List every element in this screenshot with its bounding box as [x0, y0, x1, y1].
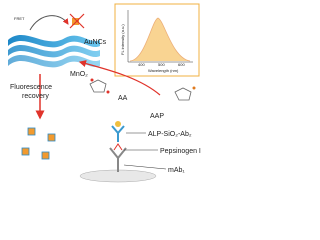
aap-molecule: [174, 86, 196, 101]
x-label: Wavelength (nm): [148, 68, 179, 73]
alp-label: ALP-SiO₂-Ab₂: [148, 131, 192, 138]
aa-molecule: [89, 78, 110, 94]
page: FRET AuNCs MnO₂ 400 500 600 Wavelength (…: [8, 3, 201, 183]
aa-arrow: [78, 60, 161, 96]
released-aunc: [21, 127, 56, 160]
diagram: FRET AuNCs MnO₂ 400 500 600 Wavelength (…: [8, 3, 201, 183]
fret-label: FRET: [14, 16, 25, 21]
aunc-cluster: [69, 13, 85, 29]
x-tick: 500: [158, 62, 165, 67]
fret-arrow: [29, 15, 69, 31]
y-label: FL intensity (a.u.): [120, 24, 125, 55]
pepsinogen-label: Pepsinogen I: [160, 148, 201, 155]
x-tick: 400: [138, 62, 145, 67]
mab-label: mAb₁: [168, 167, 185, 174]
aa-label: AA: [118, 95, 128, 102]
pointer: [123, 164, 167, 170]
inset-chart: 400 500 600 Wavelength (nm) FL intensity…: [114, 3, 200, 77]
aap-label: AAP: [150, 113, 164, 120]
mno2-sheet: [8, 35, 100, 68]
x-tick: 600: [178, 62, 185, 67]
mno2-label: MnO₂: [70, 71, 88, 78]
aunc-label: AuNCs: [84, 39, 107, 46]
antibody-stack: [109, 121, 127, 172]
recovery-label: recovery: [22, 93, 49, 100]
recovery-label: Fluorescence: [10, 84, 52, 91]
